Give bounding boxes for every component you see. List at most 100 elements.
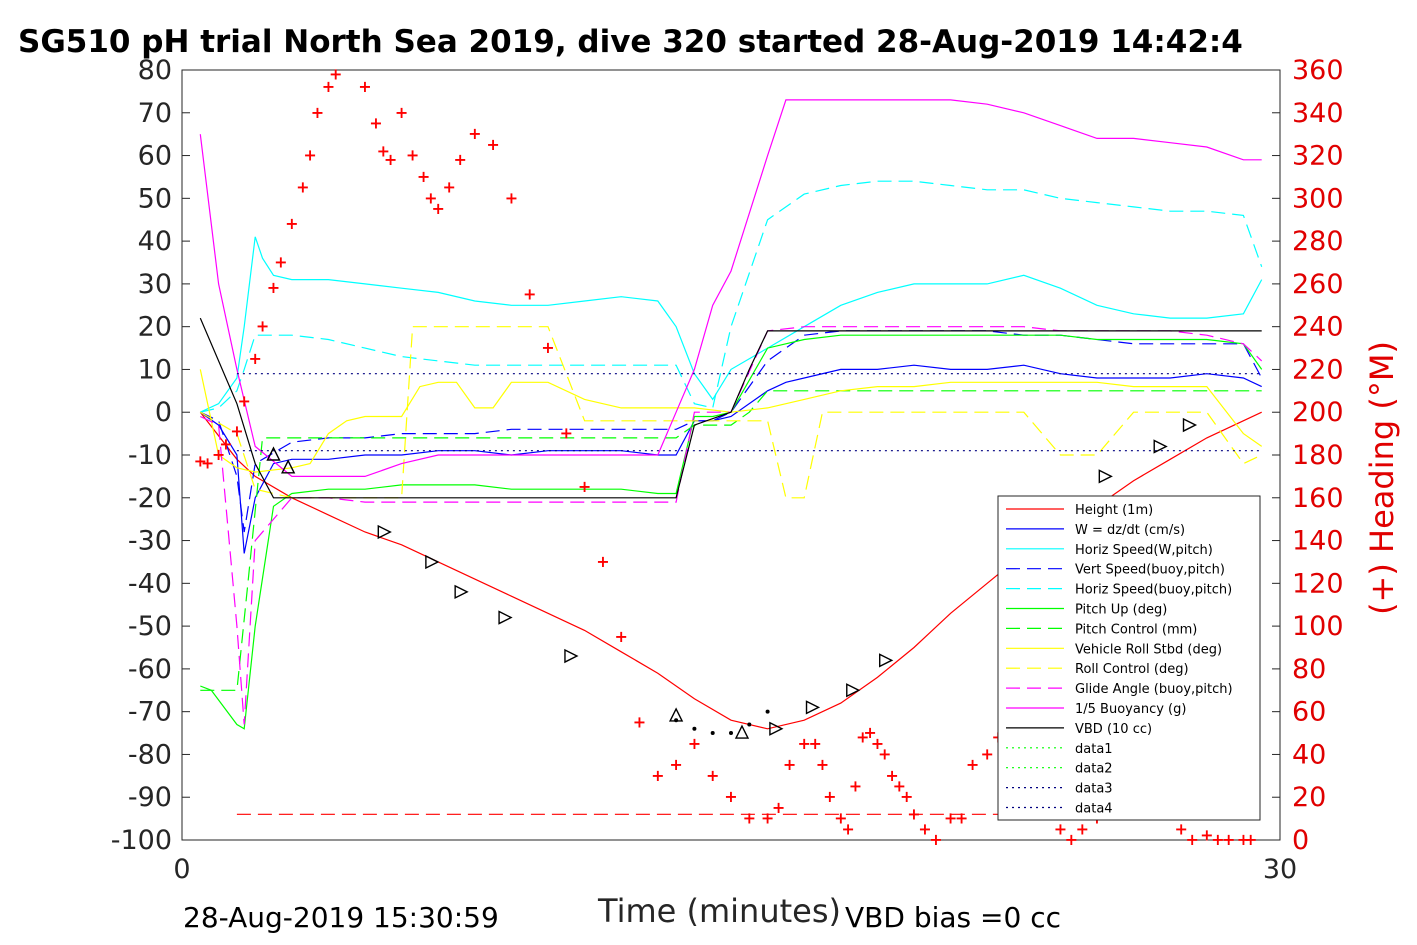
heading-point: + — [808, 734, 821, 753]
heading-point: + — [929, 830, 942, 849]
heading-point: + — [303, 146, 316, 165]
series-roll-control-deg — [199, 326, 1262, 499]
legend-entry: data4 — [1075, 802, 1113, 817]
y-tick-right-label: 320 — [1292, 141, 1344, 172]
y-tick-left-label: -50 — [128, 611, 172, 642]
y-tick-left-label: 50 — [138, 183, 172, 214]
dot-marker — [674, 718, 679, 723]
legend-entry: data2 — [1075, 762, 1113, 777]
heading-point: + — [248, 349, 261, 368]
heading-point: + — [238, 392, 251, 411]
heading-point: + — [1222, 830, 1235, 849]
legend-entry: data1 — [1075, 742, 1113, 757]
heading-point: + — [369, 113, 382, 132]
heading-point: + — [274, 253, 287, 272]
heading-point: + — [724, 787, 737, 806]
y-tick-left-label: 0 — [155, 397, 172, 428]
heading-point: + — [761, 809, 774, 828]
y-tick-left-label: 10 — [138, 354, 172, 385]
footer-timestamp: 28-Aug-2019 15:30:59 — [183, 901, 499, 934]
triangle-up-marker — [281, 459, 296, 474]
heading-point: + — [871, 734, 884, 753]
y-tick-left-label: -60 — [128, 654, 172, 685]
triangle-right-marker — [564, 648, 579, 664]
heading-point: + — [966, 755, 979, 774]
x-tick-label: 30 — [1263, 854, 1297, 885]
heading-point: + — [1200, 826, 1213, 845]
heading-point: + — [823, 787, 836, 806]
y-tick-right-label: 80 — [1292, 654, 1326, 685]
triangle-right-marker — [377, 524, 392, 540]
heading-point: + — [944, 809, 957, 828]
x-axis-label: Time (minutes) — [597, 892, 841, 930]
y-axis-left-ticks: 80 70 60 50 40 30 20 10 0 -10 -20 -30 -40 -50 -60 -70 -8… — [111, 55, 190, 856]
heading-point: + — [918, 819, 931, 838]
heading-point: + — [417, 167, 430, 186]
series-1-5-buoyancy-g — [199, 99, 1262, 477]
dot-marker — [710, 731, 715, 736]
heading-point: + — [395, 103, 408, 122]
heading-point: + — [633, 712, 646, 731]
y-tick-left-label: 70 — [138, 98, 172, 129]
legend-entry: data3 — [1075, 782, 1113, 797]
heading-point: + — [358, 77, 371, 96]
heading-point: + — [816, 755, 829, 774]
triangle-right-marker — [1153, 439, 1168, 454]
heading-point: + — [900, 787, 913, 806]
heading-point: + — [1054, 819, 1067, 838]
dot-marker — [729, 731, 733, 736]
heading-point: + — [453, 150, 466, 169]
y-tick-left-label: -40 — [128, 568, 172, 599]
y-tick-right-label: 40 — [1292, 739, 1326, 770]
legend-entry: W = dz/dt (cm/s) — [1075, 523, 1185, 538]
heading-point: + — [505, 188, 518, 207]
heading-point: + — [256, 317, 269, 336]
heading-point: + — [783, 755, 796, 774]
heading-point: + — [885, 766, 898, 785]
dot-marker — [747, 722, 752, 727]
y-tick-left-label: -100 — [111, 825, 172, 856]
heading-point: + — [384, 150, 397, 169]
y-tick-right-label: 140 — [1292, 526, 1344, 557]
dot-marker — [692, 726, 697, 731]
legend-entry: Vehicle Roll Stbd (deg) — [1075, 642, 1222, 657]
heading-point: + — [743, 809, 756, 828]
triangle-right-marker — [1182, 417, 1198, 433]
y-tick-right-label: 100 — [1292, 611, 1344, 642]
triangle-up-marker — [734, 724, 750, 739]
triangle-right-marker — [879, 653, 894, 668]
y-tick-left-label: 30 — [138, 269, 172, 300]
footer-vbd-bias: VBD bias =0 cc — [845, 901, 1061, 934]
heading-point: + — [230, 421, 243, 440]
series-horiz-speed-w-pitch — [200, 236, 1263, 413]
heading-point: + — [772, 798, 785, 817]
legend-box — [997, 495, 1261, 821]
y-tick-left-label: 40 — [138, 226, 172, 257]
heading-point: + — [267, 278, 280, 297]
heading-point: + — [523, 285, 536, 304]
heading-point: + — [442, 178, 455, 197]
legend-entry: Vert Speed(buoy,pitch) — [1075, 563, 1225, 578]
heading-point: + — [980, 744, 993, 763]
heading-point: + — [706, 766, 719, 785]
heading-point: + — [311, 103, 324, 122]
heading-point: + — [560, 424, 573, 443]
legend: Height (1m) W = dz/dt (cm/s) Horiz Speed(W… — [997, 495, 1261, 821]
y-axis-right-label: (+) Heading (°M) — [1363, 341, 1401, 615]
heading-point: + — [194, 451, 207, 470]
heading-point: + — [212, 445, 225, 464]
y-axis-right-ticks: 3603403203002802602402202001801601401201… — [1272, 55, 1344, 856]
y-tick-right-label: 200 — [1292, 397, 1344, 428]
heading-point: + — [1076, 819, 1089, 838]
y-tick-left-label: -80 — [128, 739, 172, 770]
y-tick-right-label: 0 — [1292, 825, 1309, 856]
heading-point: + — [863, 723, 876, 742]
series-pitch-control-mm — [200, 390, 1262, 691]
heading-point: + — [955, 809, 968, 828]
series-lines — [199, 99, 1263, 730]
heading-point: + — [856, 727, 869, 746]
heading-point: + — [468, 124, 481, 143]
heading-point: + — [1237, 830, 1250, 849]
heading-point: + — [406, 146, 419, 165]
